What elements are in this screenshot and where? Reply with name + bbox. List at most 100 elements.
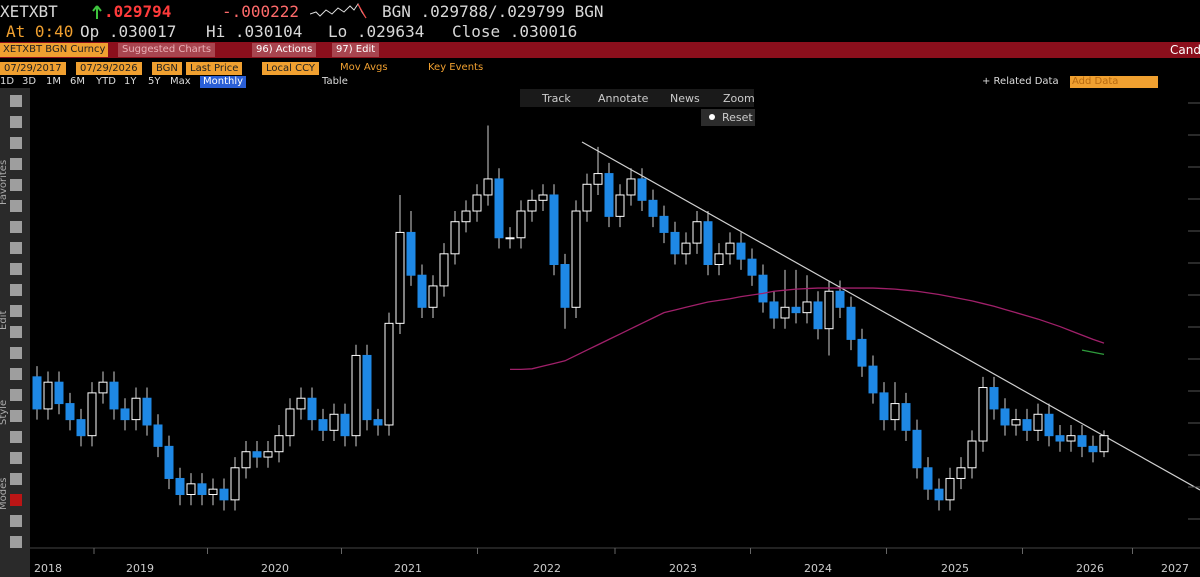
tool-icon bbox=[10, 158, 22, 170]
chart-tool[interactable]: Annotate bbox=[598, 92, 649, 105]
actions[interactable]: 96) Actions bbox=[252, 43, 317, 57]
reset-icon bbox=[709, 114, 715, 120]
mov-avgs[interactable]: Mov Avgs bbox=[340, 62, 388, 73]
high: Hi .030104 bbox=[206, 22, 303, 41]
chart-type[interactable]: Cand bbox=[1170, 43, 1200, 57]
source[interactable]: BGN bbox=[152, 62, 182, 75]
candle-body bbox=[450, 221, 460, 255]
start-date[interactable]: 07/29/2017 bbox=[0, 62, 66, 75]
tool-icon bbox=[10, 536, 22, 548]
side-tab: Edit bbox=[0, 311, 9, 330]
candle-body bbox=[153, 424, 163, 447]
related-data[interactable]: + Related Data bbox=[982, 76, 1059, 87]
candle-body bbox=[846, 306, 856, 340]
x-tick-label: 2021 bbox=[394, 562, 422, 575]
tool-icon bbox=[10, 95, 22, 107]
period-button[interactable]: 6M bbox=[70, 76, 85, 87]
candle-body bbox=[252, 451, 262, 458]
tool-icon bbox=[10, 389, 22, 401]
tool-icon bbox=[10, 473, 22, 485]
field[interactable]: Last Price bbox=[186, 62, 243, 75]
key-events[interactable]: Key Events bbox=[428, 62, 484, 73]
period-button[interactable]: 5Y bbox=[148, 76, 161, 87]
period-button[interactable]: Max bbox=[170, 76, 191, 87]
candle-body bbox=[604, 173, 614, 217]
candle-body bbox=[648, 199, 658, 217]
side-tab: Modes bbox=[0, 478, 9, 510]
period-button[interactable]: 3D bbox=[22, 76, 37, 87]
open: Op .030017 bbox=[80, 22, 177, 41]
frequency[interactable]: Monthly bbox=[200, 76, 247, 88]
candle-body bbox=[417, 274, 427, 308]
period-button[interactable]: YTD bbox=[96, 76, 116, 87]
tool-icon bbox=[10, 515, 22, 527]
candle-body bbox=[505, 237, 515, 240]
candle-body bbox=[65, 403, 75, 421]
candle-body bbox=[472, 194, 482, 212]
candle-body bbox=[1000, 408, 1010, 426]
table[interactable]: Table bbox=[322, 76, 348, 87]
x-tick-label: 2022 bbox=[533, 562, 561, 575]
chart-tool[interactable]: Track bbox=[541, 92, 571, 105]
candle-body bbox=[813, 301, 823, 330]
candle-body bbox=[54, 381, 64, 405]
currency[interactable]: Local CCY bbox=[262, 62, 319, 75]
candle-body bbox=[868, 365, 878, 394]
candle-body bbox=[1088, 445, 1098, 453]
candle-body bbox=[538, 194, 548, 201]
candle-body bbox=[681, 242, 691, 255]
sparkline bbox=[310, 3, 367, 19]
candle-body bbox=[890, 403, 900, 421]
candle-body bbox=[164, 445, 174, 479]
candle-body bbox=[175, 477, 185, 496]
candle-body bbox=[87, 392, 97, 437]
candle-body bbox=[857, 338, 867, 367]
candle-body bbox=[901, 403, 911, 431]
add-data[interactable]: Add Data bbox=[1070, 76, 1158, 88]
candle-body bbox=[483, 178, 493, 196]
candle-body bbox=[131, 397, 141, 421]
candle-body bbox=[945, 477, 955, 501]
candle-body bbox=[428, 285, 438, 308]
tool-icon bbox=[10, 263, 22, 275]
end-date[interactable]: 07/29/2026 bbox=[76, 62, 142, 75]
candle-body bbox=[120, 408, 130, 421]
tool-icon bbox=[10, 200, 22, 212]
candle-body bbox=[780, 306, 790, 319]
candle-body bbox=[219, 488, 229, 501]
security[interactable]: XETXBT BGN Curncy bbox=[0, 43, 109, 57]
candle-body bbox=[912, 429, 922, 469]
tool-icon bbox=[10, 305, 22, 317]
suggested-charts[interactable]: Suggested Charts bbox=[118, 43, 216, 57]
chart-tool[interactable]: Zoom bbox=[723, 92, 755, 105]
moving-average bbox=[510, 287, 1105, 370]
tool-icon bbox=[10, 242, 22, 254]
tool-icon bbox=[10, 410, 22, 422]
candle-body bbox=[406, 231, 416, 276]
candle-body bbox=[1011, 419, 1021, 426]
candle-body bbox=[43, 381, 53, 410]
period-button[interactable]: 1M bbox=[46, 76, 61, 87]
tool-icon bbox=[10, 326, 22, 338]
candle-body bbox=[549, 194, 559, 266]
last-price: .029794 bbox=[104, 2, 172, 21]
up-arrow bbox=[92, 5, 102, 19]
candle-body bbox=[263, 451, 273, 458]
candle-body bbox=[384, 322, 394, 426]
candle-body bbox=[703, 221, 713, 266]
candle-body bbox=[670, 231, 680, 255]
candle-body bbox=[1033, 413, 1043, 431]
candle-body bbox=[571, 210, 581, 308]
side-tab: Favorites bbox=[0, 160, 9, 205]
side-tab: Style bbox=[0, 400, 9, 425]
candle-body bbox=[1066, 435, 1076, 442]
candle-body bbox=[967, 440, 977, 469]
ticker: XETXBT bbox=[0, 2, 58, 21]
period-button[interactable]: 1D bbox=[0, 76, 15, 87]
candle-body bbox=[626, 178, 636, 196]
reset-button[interactable] bbox=[701, 109, 755, 126]
candle-body bbox=[637, 178, 647, 201]
period-button[interactable]: 1Y bbox=[124, 76, 137, 87]
chart-tool[interactable]: News bbox=[670, 92, 700, 105]
edit[interactable]: 97) Edit bbox=[332, 43, 380, 57]
